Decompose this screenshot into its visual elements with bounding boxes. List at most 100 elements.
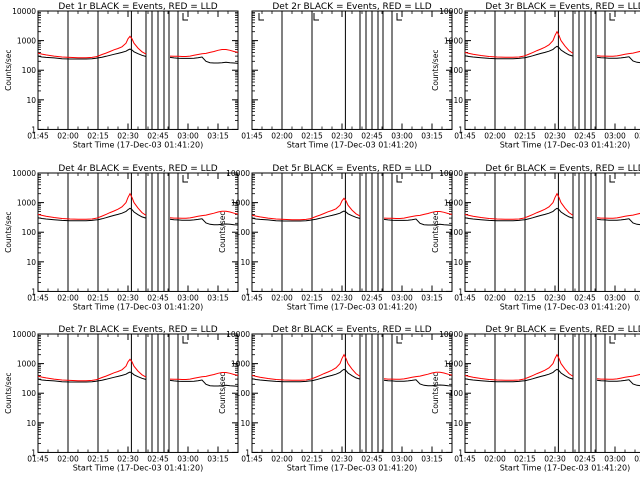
- y-tick-label: 10000: [226, 169, 250, 178]
- x-axis-label: Start Time (17-Dec-03 01:41:20): [500, 463, 631, 472]
- x-axis-label: Start Time (17-Dec-03 01:41:20): [500, 140, 631, 149]
- x-tick-label: 01:45: [27, 454, 49, 463]
- segment-marker: [182, 13, 188, 21]
- x-tick-label: 03:00: [604, 131, 626, 140]
- series-line-lld: [37, 358, 239, 382]
- x-tick-label: 03:00: [604, 293, 626, 302]
- y-tick-label: 100: [22, 66, 37, 75]
- x-tick-label: 02:15: [87, 131, 109, 140]
- x-tick-label: 02:45: [361, 293, 383, 302]
- x-tick-label: 02:30: [544, 131, 566, 140]
- x-tick-label: 03:15: [634, 293, 640, 302]
- y-tick-label: 1: [31, 448, 36, 457]
- chart-panel-5: Det 5r BLACK = Events, RED = LLD 1 10 100 10…: [218, 164, 453, 311]
- chart-title: Det 3r BLACK = Events, RED = LLD: [485, 2, 640, 12]
- series-line-events: [37, 48, 239, 64]
- x-tick-label: 02:15: [514, 131, 536, 140]
- chart-title: Det 5r BLACK = Events, RED = LLD: [272, 164, 431, 174]
- y-tick-label: 10: [26, 419, 36, 428]
- y-tick-label: 10000: [439, 7, 463, 16]
- x-tick-label: 03:00: [177, 293, 199, 302]
- x-tick-label: 02:30: [331, 293, 353, 302]
- y-tick-label: 1: [245, 448, 250, 457]
- y-axis-label: Counts/sec: [431, 212, 440, 253]
- plot-frame: [464, 10, 640, 130]
- segment-marker: [609, 336, 615, 344]
- y-tick-label: 100: [449, 228, 464, 237]
- x-tick-label: 02:30: [117, 131, 139, 140]
- segment-marker-mid: [313, 13, 319, 21]
- x-tick-label: 03:15: [634, 131, 640, 140]
- x-tick-label: 03:15: [207, 293, 229, 302]
- series-line-events: [251, 368, 453, 387]
- plot-frame: [464, 172, 640, 292]
- x-axis-label: Start Time (17-Dec-03 01:41:20): [73, 463, 204, 472]
- segment-marker-left: [258, 13, 264, 21]
- y-tick-label: 1000: [17, 199, 36, 208]
- plot-frame: [464, 333, 640, 453]
- y-tick-label: 10000: [12, 169, 36, 178]
- x-tick-label: 02:45: [574, 454, 596, 463]
- x-tick-label: 02:00: [484, 131, 506, 140]
- x-tick-label: 01:45: [454, 293, 476, 302]
- x-tick-label: 03:00: [391, 293, 413, 302]
- x-tick-label: 03:15: [421, 293, 443, 302]
- x-tick-label: 02:15: [514, 454, 536, 463]
- series-line-lld: [37, 35, 239, 59]
- x-tick-label: 02:30: [331, 131, 353, 140]
- chart-panel-4: Det 4r BLACK = Events, RED = LLD 1 10 100 10…: [4, 164, 239, 311]
- x-tick-label: 02:45: [361, 454, 383, 463]
- x-tick-label: 02:00: [57, 293, 79, 302]
- y-tick-label: 100: [22, 389, 37, 398]
- segment-marker: [396, 336, 402, 344]
- x-tick-label: 02:15: [514, 293, 536, 302]
- y-axis-label: Counts/sec: [218, 212, 227, 253]
- y-tick-label: 1: [458, 287, 463, 296]
- y-tick-label: 1000: [444, 360, 463, 369]
- series-line-events: [464, 45, 640, 64]
- y-tick-label: 100: [22, 228, 37, 237]
- y-tick-label: 1: [458, 448, 463, 457]
- chart-title: Det 9r BLACK = Events, RED = LLD: [485, 325, 640, 335]
- y-axis-label: Counts/sec: [4, 212, 13, 253]
- chart-panel-7: Det 7r BLACK = Events, RED = LLD 1 10 100 10…: [4, 325, 239, 472]
- chart-title: Det 7r BLACK = Events, RED = LLD: [58, 325, 217, 335]
- x-tick-label: 02:00: [57, 131, 79, 140]
- x-axis-label: Start Time (17-Dec-03 01:41:20): [73, 140, 204, 149]
- x-tick-label: 02:00: [484, 293, 506, 302]
- x-tick-label: 02:30: [544, 293, 566, 302]
- segment-marker: [182, 175, 188, 183]
- x-tick-label: 03:15: [207, 454, 229, 463]
- chart-panel-8: Det 8r BLACK = Events, RED = LLD 1 10 100 10…: [218, 325, 453, 472]
- x-axis-label: Start Time (17-Dec-03 01:41:20): [287, 463, 418, 472]
- chart-panel-2: Det 2r BLACK = Events, RED = LLD 01:45 02:…: [241, 2, 453, 149]
- x-tick-label: 02:15: [301, 454, 323, 463]
- segment-marker: [396, 13, 402, 21]
- y-tick-label: 10000: [12, 7, 36, 16]
- x-tick-label: 02:45: [147, 454, 169, 463]
- x-tick-label: 02:30: [331, 454, 353, 463]
- y-tick-label: 10000: [12, 330, 36, 339]
- y-tick-label: 1: [458, 125, 463, 134]
- y-tick-label: 1000: [17, 360, 36, 369]
- y-axis-label: Counts/sec: [4, 373, 13, 414]
- x-tick-label: 02:15: [87, 454, 109, 463]
- x-tick-label: 03:00: [177, 454, 199, 463]
- series-line-events: [37, 207, 239, 226]
- segment-marker: [609, 13, 615, 21]
- y-tick-label: 10000: [226, 330, 250, 339]
- chart-panel-6: Det 6r BLACK = Events, RED = LLD 1 10 100 10…: [431, 164, 640, 311]
- chart-title: Det 6r BLACK = Events, RED = LLD: [485, 164, 640, 174]
- y-tick-label: 10: [240, 258, 250, 267]
- segment-marker: [396, 175, 402, 183]
- x-tick-label: 03:00: [391, 131, 413, 140]
- x-tick-label: 02:45: [147, 293, 169, 302]
- chart-panel-9: Det 9r BLACK = Events, RED = LLD 1 10 100 10…: [431, 325, 640, 472]
- series-line-lld: [464, 353, 640, 381]
- y-axis-label: Counts/sec: [4, 50, 13, 91]
- y-tick-label: 1000: [444, 37, 463, 46]
- chart-title: Det 8r BLACK = Events, RED = LLD: [272, 325, 431, 335]
- x-tick-label: 02:45: [574, 131, 596, 140]
- x-tick-label: 02:30: [544, 454, 566, 463]
